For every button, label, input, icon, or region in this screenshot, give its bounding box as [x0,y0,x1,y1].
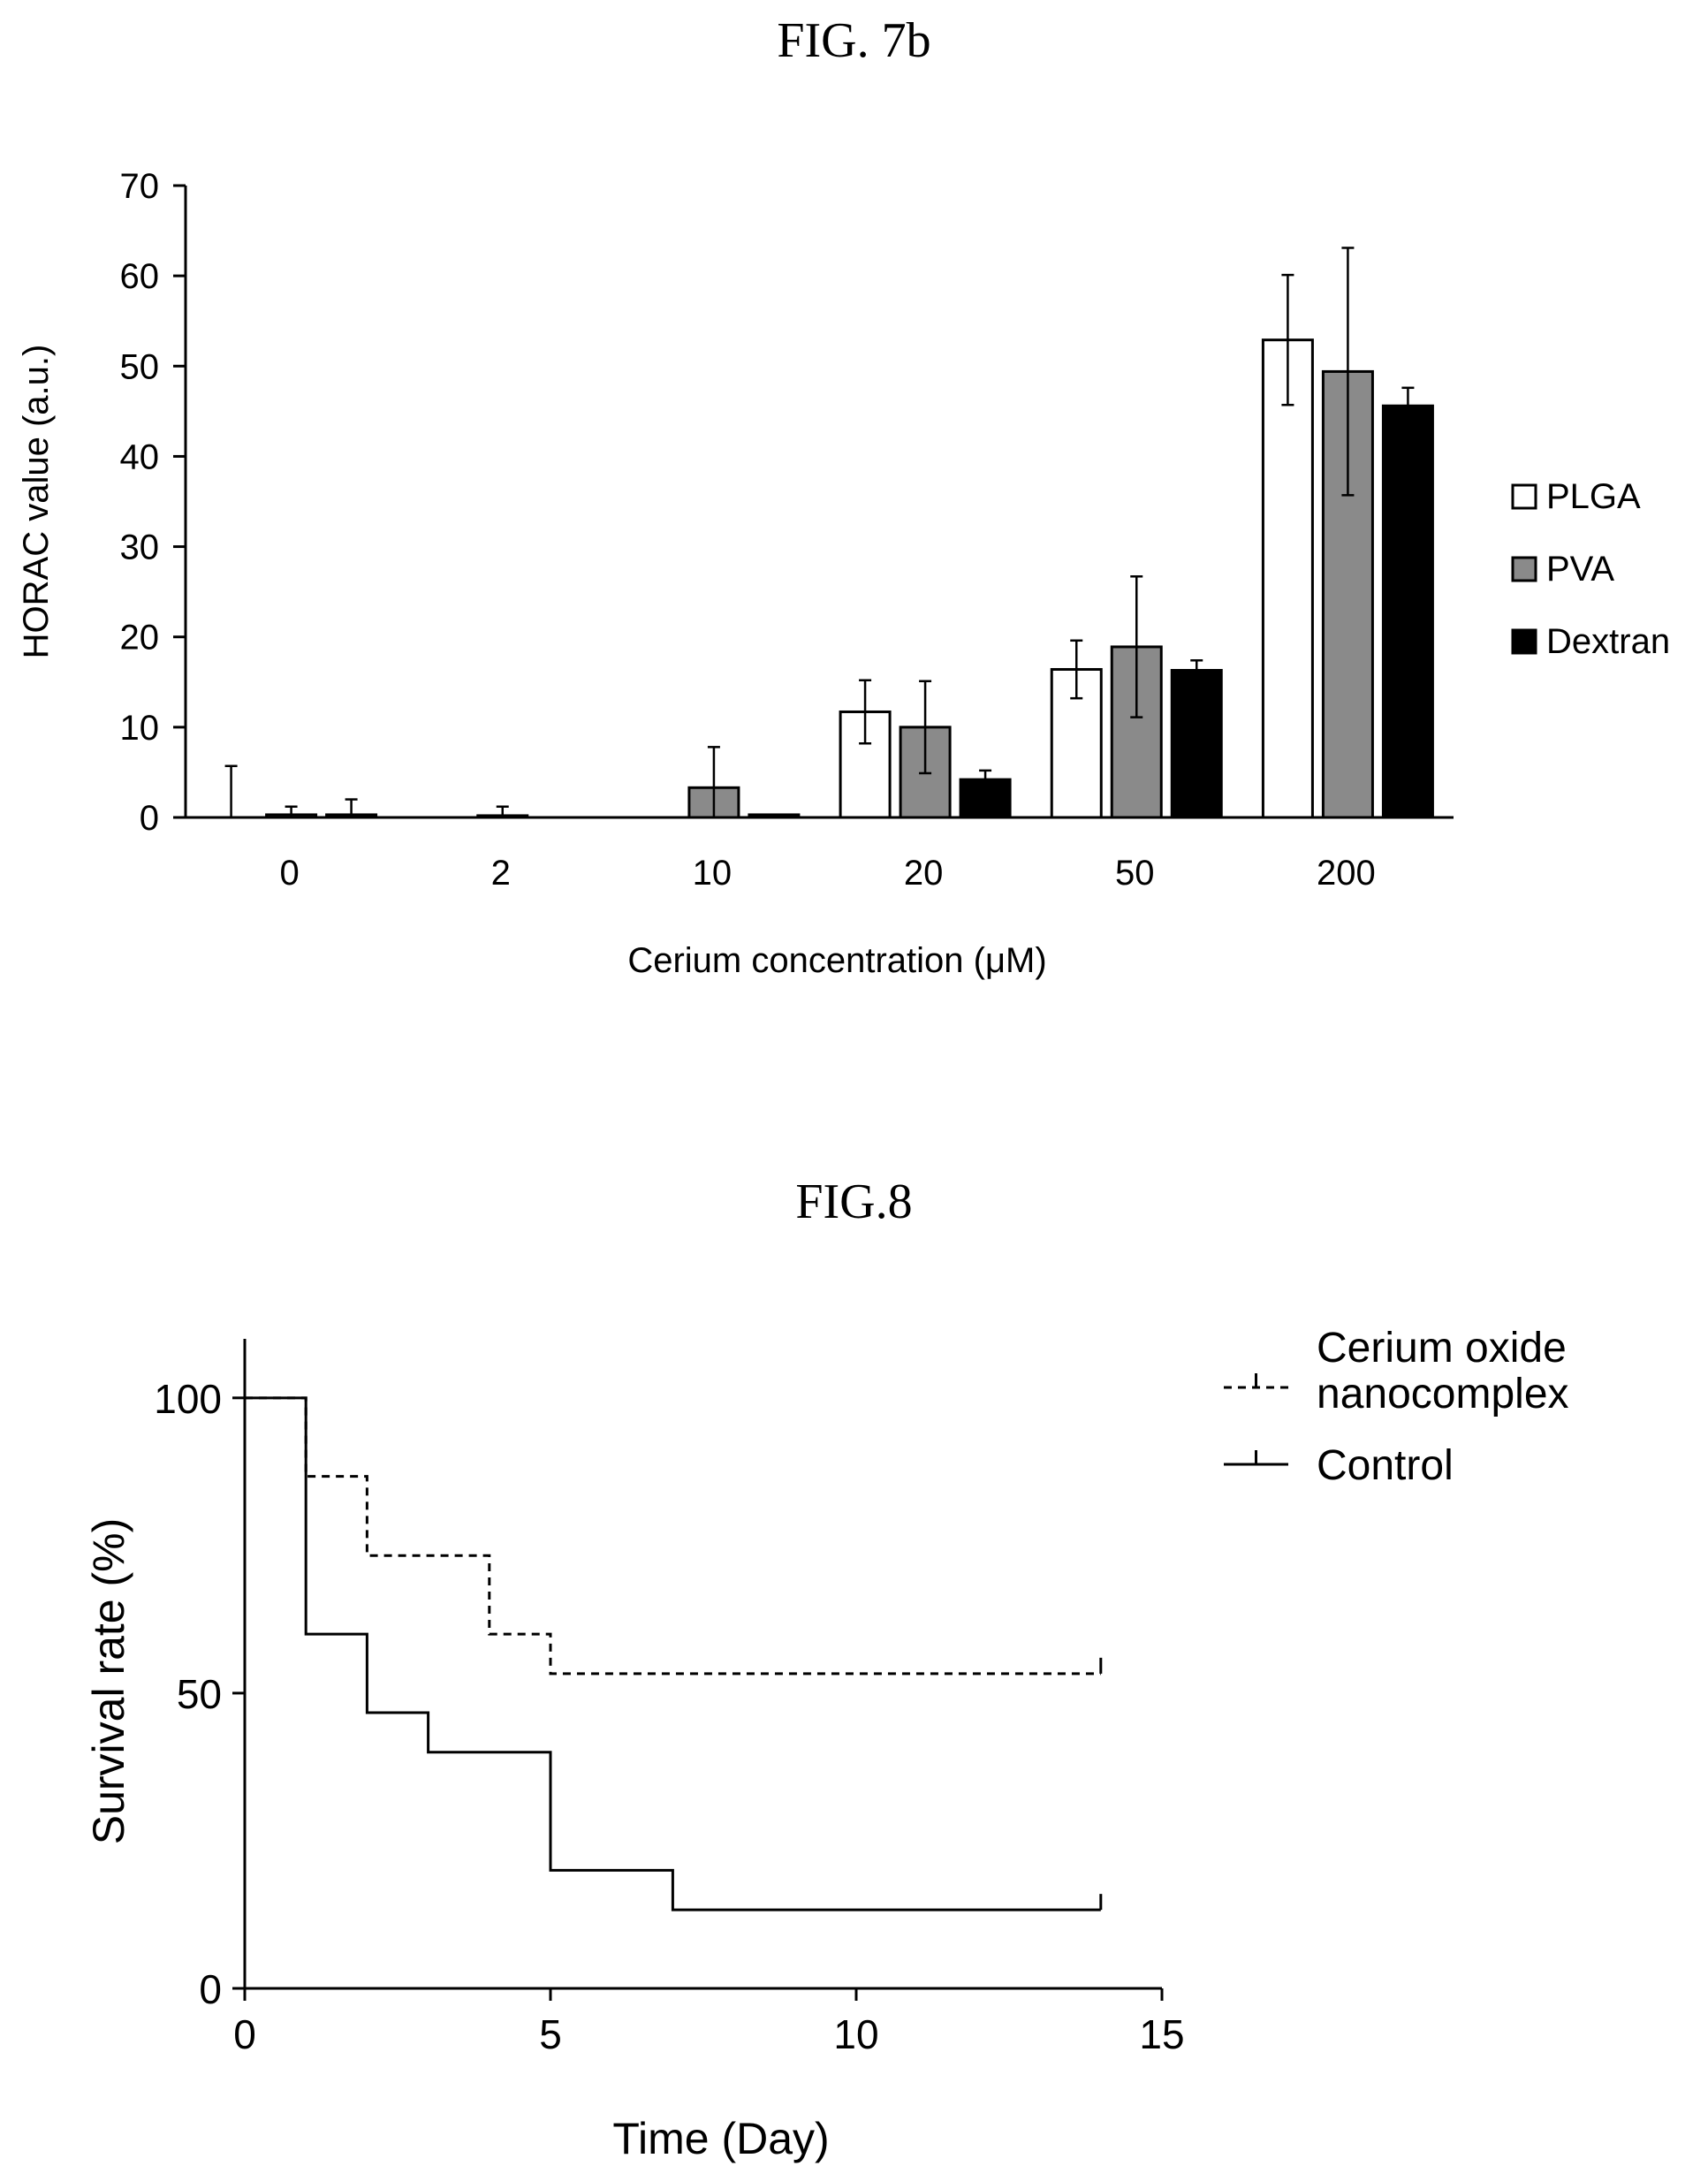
figure-7b-title: FIG. 7b [777,13,931,68]
legend-label-pva: PVA [1546,550,1614,589]
legend-swatch-plga [1511,483,1537,510]
y-tick-label: 0 [199,1966,222,2012]
y-tick-label: 0 [140,799,159,838]
x-tick-label: 0 [233,2011,256,2057]
y-tick-label: 40 [120,437,160,476]
survival-line-control [245,1396,1101,1911]
y-tick-label: 50 [177,1671,222,1717]
y-tick-label: 100 [154,1376,222,1422]
survival-line-cerium-oxide [245,1396,1101,1676]
x-tick-label: 10 [693,854,733,893]
y-tick-label: 10 [120,709,160,748]
legend-label-line-1: Cerium oxide [1317,1325,1567,1372]
x-tick-label: 10 [833,2011,878,2057]
legend-label-dextran: Dextran [1546,622,1670,661]
bar-dextran [1170,669,1223,819]
y-tick-label: 60 [120,257,160,296]
y-axis-label: HORAC value (a.u.) [17,345,56,659]
legend-swatch-dextran [1511,628,1537,655]
x-axis-label: Cerium concentration (μM) [627,941,1046,980]
horac-bar-chart: 0 10 20 30 40 50 60 70 0 2 10 20 50 200 Cerium concent… [17,167,1670,980]
legend-label-control: Control [1317,1442,1454,1489]
x-tick-label: 15 [1139,2011,1184,2057]
x-tick-label: 2 [491,854,511,893]
x-tick-label: 50 [1115,854,1155,893]
x-tick-label: 0 [279,854,299,893]
y-tick-label: 30 [120,528,160,567]
x-axis-label: Time (Day) [612,2114,829,2163]
x-tick-label: 20 [904,854,944,893]
bar-plga [1261,338,1314,819]
y-axis-label: Survival rate (%) [84,1518,133,1845]
legend-label-plga: PLGA [1546,477,1641,516]
bar-dextran [748,813,801,819]
figure-8-title: FIG.8 [795,1174,913,1229]
x-tick-label: 5 [539,2011,562,2057]
y-tick-label: 20 [120,619,160,657]
x-tick-label: 200 [1317,854,1376,893]
legend-label-line-2: nanocomplex [1317,1371,1569,1417]
y-tick-label: 50 [120,347,160,386]
legend-swatch-pva [1511,556,1537,582]
legend-label-cerium-oxide: Cerium oxide nanocomplex [1317,1325,1569,1417]
y-tick-label: 70 [120,167,160,206]
